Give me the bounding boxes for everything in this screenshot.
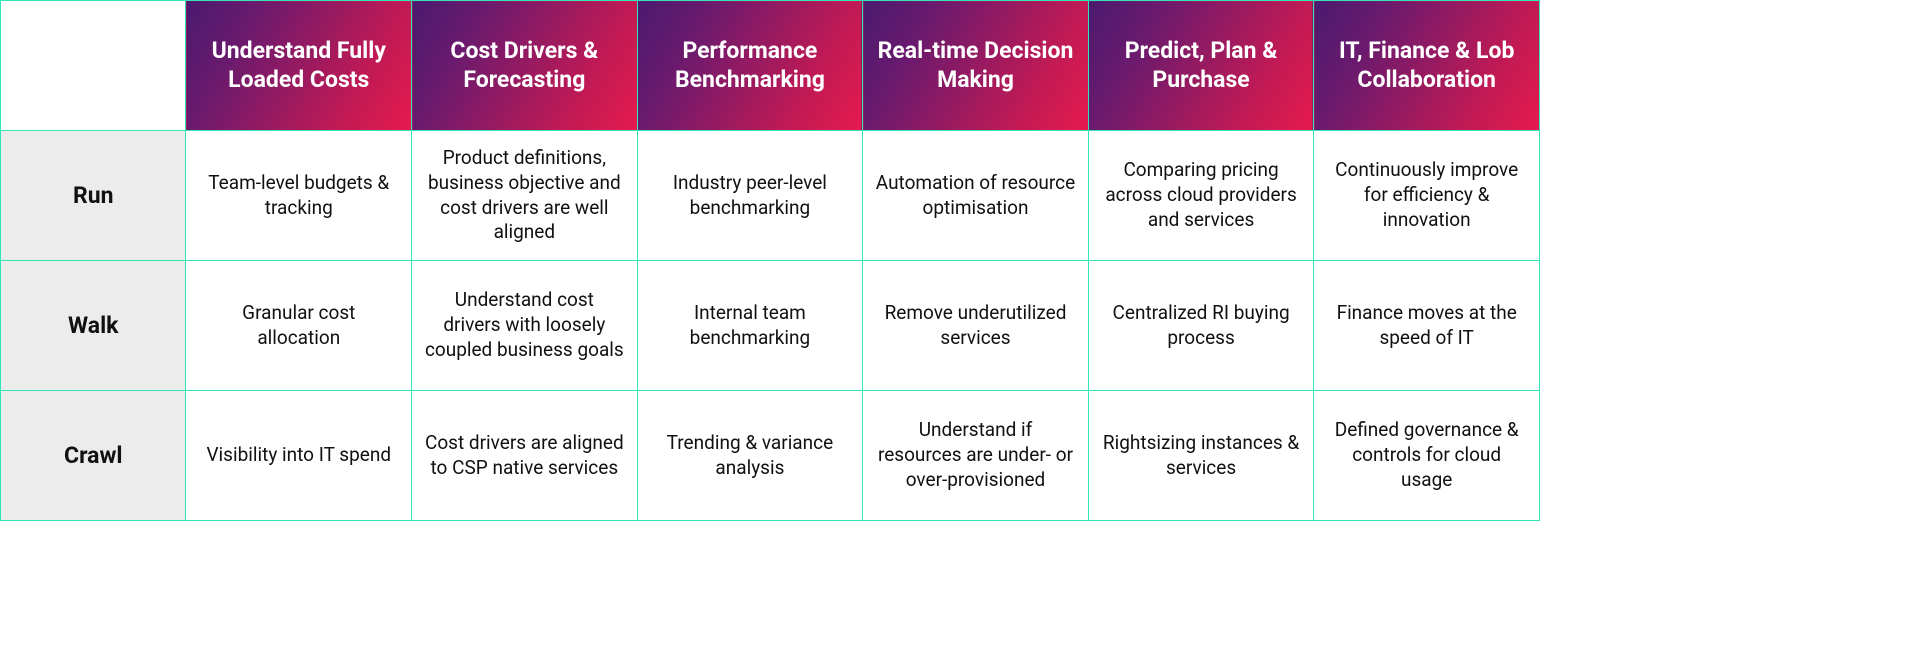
cell-1-3: Remove underutilized services: [863, 261, 1089, 391]
cell-2-3: Understand if resources are under- or ov…: [863, 391, 1089, 521]
col-header-2: Performance Benchmarking: [637, 1, 863, 131]
cell-0-1: Product definitions, business objective …: [412, 131, 638, 261]
header-row: Understand Fully Loaded Costs Cost Drive…: [1, 1, 1540, 131]
maturity-matrix-table: Understand Fully Loaded Costs Cost Drive…: [0, 0, 1540, 521]
cell-0-2: Industry peer-level benchmarking: [637, 131, 863, 261]
cell-2-5: Defined governance & controls for cloud …: [1314, 391, 1540, 521]
col-header-5: IT, Finance & Lob Collaboration: [1314, 1, 1540, 131]
cell-0-3: Automation of resource optimisation: [863, 131, 1089, 261]
table-row: Walk Granular cost allocation Understand…: [1, 261, 1540, 391]
cell-0-5: Continuously improve for efficiency & in…: [1314, 131, 1540, 261]
cell-0-0: Team-level budgets & tracking: [186, 131, 412, 261]
row-header-2: Crawl: [1, 391, 186, 521]
cell-1-5: Finance moves at the speed of IT: [1314, 261, 1540, 391]
corner-cell: [1, 1, 186, 131]
row-header-1: Walk: [1, 261, 186, 391]
col-header-1: Cost Drivers & Forecasting: [412, 1, 638, 131]
cell-2-4: Rightsizing instances & services: [1088, 391, 1314, 521]
col-header-3: Real-time Decision Making: [863, 1, 1089, 131]
cell-1-1: Understand cost drivers with loosely cou…: [412, 261, 638, 391]
cell-1-0: Granular cost allocation: [186, 261, 412, 391]
col-header-0: Understand Fully Loaded Costs: [186, 1, 412, 131]
cell-2-2: Trending & variance analysis: [637, 391, 863, 521]
cell-2-1: Cost drivers are aligned to CSP native s…: [412, 391, 638, 521]
cell-1-2: Internal team benchmarking: [637, 261, 863, 391]
col-header-4: Predict, Plan & Purchase: [1088, 1, 1314, 131]
cell-2-0: Visibility into IT spend: [186, 391, 412, 521]
cell-1-4: Centralized RI buying process: [1088, 261, 1314, 391]
table-row: Crawl Visibility into IT spend Cost driv…: [1, 391, 1540, 521]
cell-0-4: Comparing pricing across cloud providers…: [1088, 131, 1314, 261]
table-row: Run Team-level budgets & tracking Produc…: [1, 131, 1540, 261]
row-header-0: Run: [1, 131, 186, 261]
